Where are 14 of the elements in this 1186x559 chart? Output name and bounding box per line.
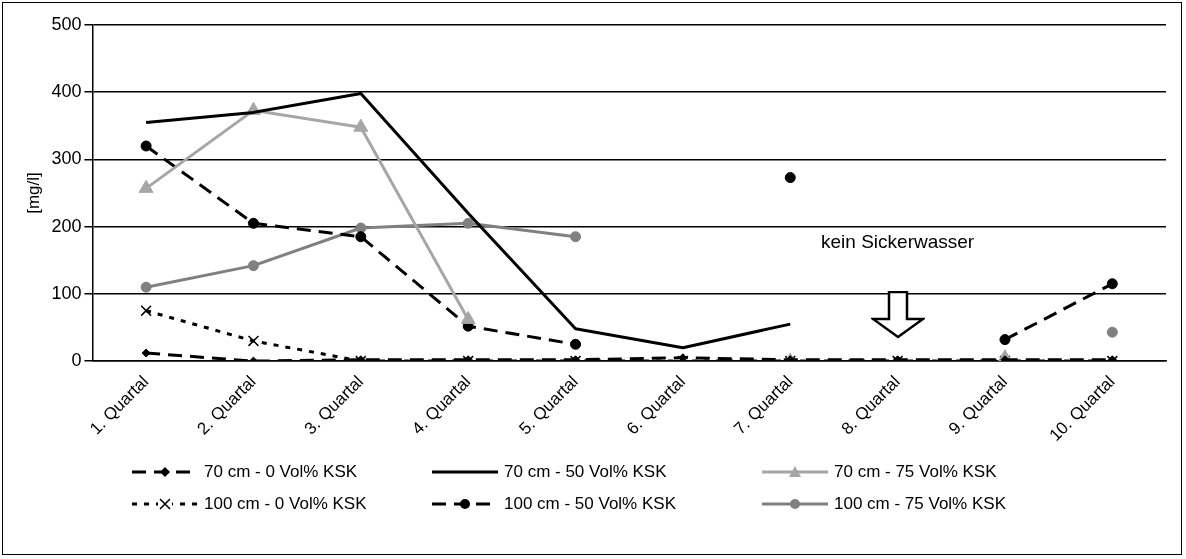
y-tick-label: 200 — [51, 215, 82, 236]
legend-label: 100 cm - 75 Vol% KSK — [834, 494, 1006, 514]
y-tick-label: 300 — [51, 148, 82, 169]
legend-label: 70 cm - 0 Vol% KSK — [204, 462, 358, 482]
y-axis-title: [mg/l] — [23, 172, 43, 214]
y-tick-label: 500 — [51, 13, 82, 34]
legend-label: 70 cm - 75 Vol% KSK — [834, 462, 997, 482]
legend-label: 100 cm - 0 Vol% KSK — [204, 494, 367, 514]
y-tick-label: 100 — [51, 282, 82, 303]
y-tick-label: 400 — [51, 81, 82, 102]
y-tick-label: 0 — [71, 350, 82, 371]
legend-label: 70 cm - 50 Vol% KSK — [504, 462, 667, 482]
annotation: kein Sickerwasser — [821, 231, 975, 254]
legend-label: 100 cm - 50 Vol% KSK — [504, 494, 676, 514]
